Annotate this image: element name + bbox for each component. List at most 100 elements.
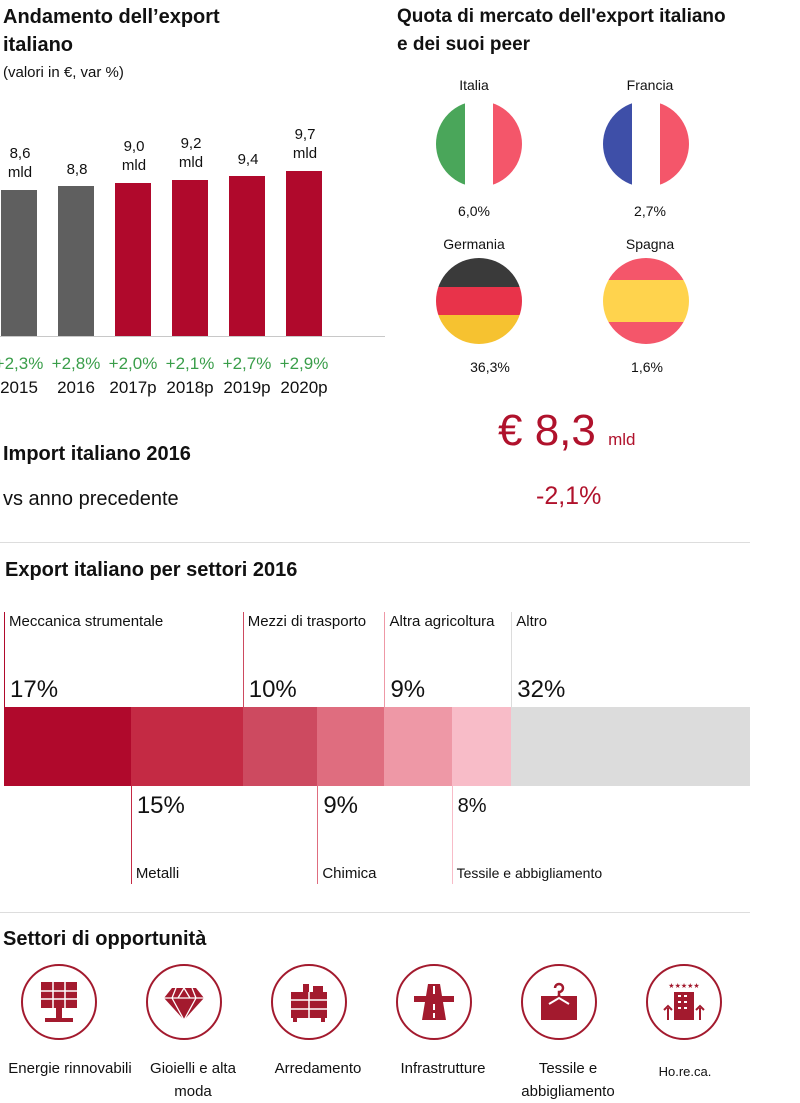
import-title: Import italiano 2016 xyxy=(3,443,191,465)
country-name-italia: Italia xyxy=(459,77,489,93)
export-bar-2018p xyxy=(172,179,208,336)
sector-name-label: Tessile e abbigliamento xyxy=(456,865,603,881)
export-bar-value-label: 8,6 mld xyxy=(0,144,45,182)
opportunity-label-tessile: Tessile e abbigliamento xyxy=(493,1057,643,1103)
export-bar-2020p xyxy=(286,171,322,336)
sector-leader-line xyxy=(317,786,319,884)
export-year-label: 2016 xyxy=(57,378,95,397)
sectors-title: Export italiano per settori 2016 xyxy=(5,559,298,581)
export-bar-chart: 8,6mld+2,3%20158,8+2,8%20169,0mld+2,0%20… xyxy=(0,0,400,420)
export-year-label: 2020p xyxy=(280,378,328,397)
sector-name-label: Metalli xyxy=(135,865,180,882)
import-value: € 8,3 mld xyxy=(498,405,636,466)
country-name-germania: Germania xyxy=(443,236,505,252)
opportunity-label-line2: abbigliamento xyxy=(521,1083,615,1100)
spain-flag-icon xyxy=(603,258,689,344)
sector-name-label: Meccanica strumentale xyxy=(9,613,164,630)
separator-1 xyxy=(0,542,750,543)
export-year-label: 2017p xyxy=(109,378,157,397)
opportunity-label-gioielli: Gioielli e alta moda xyxy=(118,1057,268,1103)
sector-name-label: Altro xyxy=(516,613,548,630)
export-bar-value: 9,7 xyxy=(294,126,316,144)
export-bar-unit: mld xyxy=(7,163,33,181)
country-name-francia: Francia xyxy=(626,77,674,93)
share-spagna: 1,6% xyxy=(631,359,663,375)
sector-segment xyxy=(451,707,512,786)
sector-leader-line xyxy=(451,786,453,884)
hanger-icon xyxy=(521,964,597,1040)
diamond-icon xyxy=(146,964,222,1040)
export-growth-label: +2,1% xyxy=(165,354,215,373)
export-year-label: 2015 xyxy=(0,378,38,397)
export-bar-value-label: 9,2 mld xyxy=(166,134,216,172)
italy-flag-icon xyxy=(436,101,522,187)
sector-segment xyxy=(130,707,244,786)
svg-text:★★★★★: ★★★★★ xyxy=(668,982,699,990)
furniture-icon xyxy=(271,964,347,1040)
market-share-title-line2: e dei suoi peer xyxy=(397,34,531,55)
export-bar-2015 xyxy=(1,189,37,336)
export-growth-label: +2,0% xyxy=(108,354,158,373)
import-label: vs anno precedente xyxy=(3,488,179,510)
opportunity-label-line1: Arredamento xyxy=(274,1060,362,1077)
sector-stacked-bar: Meccanica strumentale 17% Metalli 15% Mezzi … xyxy=(4,612,751,884)
road-icon xyxy=(396,964,472,1040)
export-bar-value: 8,8 xyxy=(66,161,88,179)
sector-leader-line xyxy=(130,786,132,884)
sector-segment xyxy=(242,707,318,786)
separator-2 xyxy=(0,912,750,913)
sector-percent-label: 9% xyxy=(323,792,358,819)
opportunity-label-line2: moda xyxy=(174,1083,212,1100)
market-share-title: Quota di mercato dell'export italiano e … xyxy=(397,3,726,59)
export-bar-unit: mld xyxy=(292,145,318,163)
export-subtitle: (valori in €, var %) xyxy=(3,64,124,81)
import-change: -2,1% xyxy=(536,482,602,510)
market-share-title-line1: Quota di mercato dell'export italiano xyxy=(397,6,726,27)
export-bar-2016 xyxy=(58,186,94,336)
export-bar-unit: mld xyxy=(121,157,147,174)
share-germania: 36,3% xyxy=(470,359,510,375)
export-bar-unit: mld xyxy=(178,153,204,171)
export-growth-label: +2,9% xyxy=(279,354,329,373)
sector-segment xyxy=(511,707,751,786)
sector-leader-line xyxy=(4,612,5,707)
sector-percent-label: 15% xyxy=(136,792,185,819)
opportunity-label-arredamento: Arredamento xyxy=(243,1057,393,1080)
sector-percent-label: 17% xyxy=(10,676,59,703)
opportunities-title: Settori di opportunità xyxy=(3,928,207,950)
sector-percent-label: 8% xyxy=(457,795,487,817)
opportunity-label-horeca: Ho.re.ca. xyxy=(610,1060,760,1083)
sector-name-label: Chimica xyxy=(322,865,377,882)
export-bar-value: 9,4 xyxy=(237,151,259,169)
export-bar-value-label: 8,8 xyxy=(52,160,102,179)
germany-flag-icon xyxy=(436,258,522,344)
opportunity-label-line1: Infrastrutture xyxy=(400,1060,486,1077)
export-bar-2019p xyxy=(229,176,265,336)
import-value-amount: € 8,3 xyxy=(498,406,596,455)
sector-leader-line xyxy=(242,612,244,707)
export-title: Andamento dell’export italiano xyxy=(3,3,220,59)
sector-name-label: Mezzi di trasporto xyxy=(247,613,367,630)
country-name-spagna: Spagna xyxy=(625,236,675,252)
export-x-axis xyxy=(0,336,385,337)
sector-percent-label: 32% xyxy=(517,676,566,703)
export-bar-value-label: 9,7 mld xyxy=(280,125,330,163)
sector-percent-label: 9% xyxy=(390,676,426,703)
opportunity-label-energie: Energie rinnovabili xyxy=(0,1057,145,1080)
opportunity-label-infrastrutture: Infrastrutture xyxy=(368,1057,518,1080)
france-flag-icon xyxy=(603,101,689,187)
export-bar-value: 8,6 xyxy=(9,144,31,162)
opportunity-label-line1: Gioielli e alta xyxy=(150,1060,236,1077)
export-bar-value: 9,0 xyxy=(123,138,145,155)
export-growth-label: +2,3% xyxy=(0,354,44,373)
sector-segment xyxy=(4,707,132,786)
sector-percent-label: 10% xyxy=(248,676,297,703)
export-year-label: 2018p xyxy=(166,378,214,397)
opportunity-label-line1: Ho.re.ca. xyxy=(658,1064,712,1079)
opportunity-label-line1: Tessile e xyxy=(538,1060,598,1077)
sector-leader-line xyxy=(511,612,513,707)
opportunity-label-line1: Energie rinnovabili xyxy=(8,1060,132,1077)
export-title-line2: italiano xyxy=(3,34,74,56)
import-value-unit: mld xyxy=(608,430,636,449)
export-title-line1: Andamento dell’export xyxy=(3,6,220,28)
